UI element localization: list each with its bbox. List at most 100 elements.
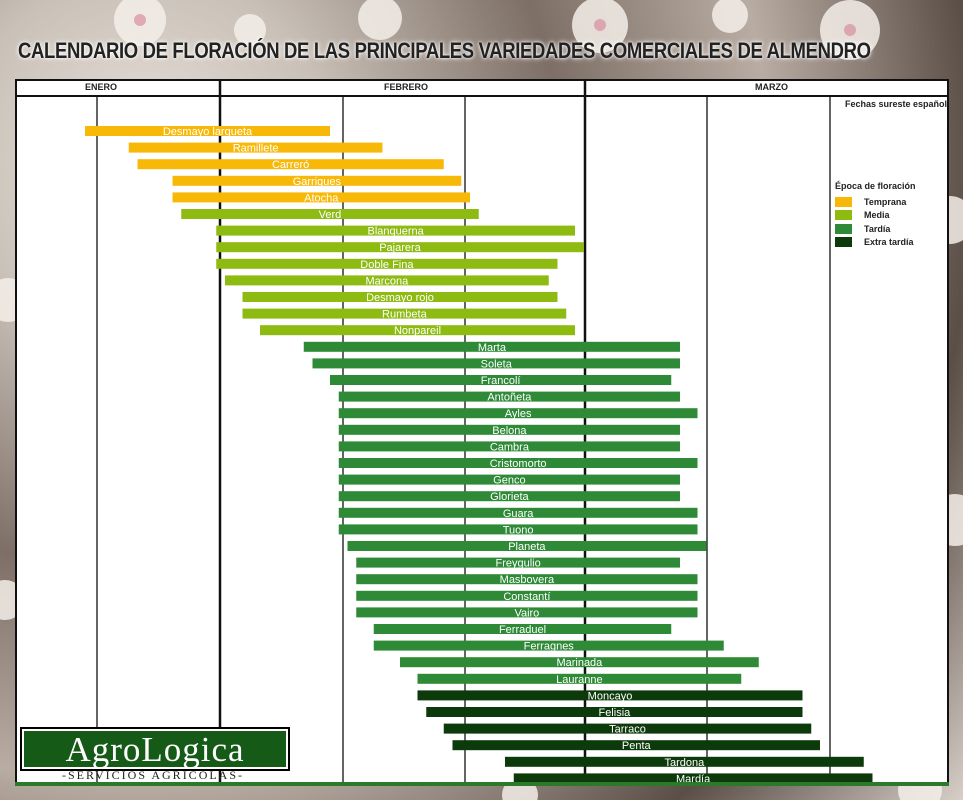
bar-tarraco: Tarraco <box>443 723 812 736</box>
bar-rect <box>85 126 330 136</box>
bar-label: Moncayo <box>588 690 633 702</box>
bar-rect <box>356 607 698 618</box>
bar-doble-fina: Doble Fina <box>216 258 558 271</box>
bar-rect <box>128 142 383 153</box>
bar-label: Cristomorto <box>490 458 547 470</box>
bar-desmayo-rojo: Desmayo rojo <box>242 292 558 304</box>
bar-rect <box>338 507 698 518</box>
bar-glorieta: Glorieta <box>338 491 680 503</box>
agrologica-logo: AgroLogica <box>20 727 290 771</box>
bar-rect <box>338 441 680 452</box>
bar-label: Ramillete <box>233 143 279 155</box>
bar-label: Marinada <box>556 657 603 669</box>
bar-vairo: Vairo <box>356 607 698 619</box>
bar-rect <box>373 624 672 634</box>
bar-rect <box>181 209 479 219</box>
bar-tardona: Tardona <box>505 756 864 769</box>
bar-rect <box>338 424 680 435</box>
legend-item-temprana: Temprana <box>835 195 947 209</box>
bar-rect <box>330 375 672 385</box>
bar-label: Carreró <box>272 159 309 171</box>
bar-marcona: Marcona <box>225 275 549 287</box>
bar-rect <box>338 408 698 419</box>
logo-subtitle: -SERVICIOS AGRICOLAS- <box>61 768 245 782</box>
legend-title: Época de floración <box>835 181 916 191</box>
bar-label: Belona <box>492 425 527 437</box>
month-label-enero: ENERO <box>85 82 118 92</box>
legend-label: Temprana <box>864 196 907 207</box>
bar-rect <box>260 325 575 336</box>
bar-rect <box>356 590 698 601</box>
bar-rect <box>338 391 680 402</box>
bar-ferragnes: Ferragnes <box>373 640 724 653</box>
bar-garrigues: Garrigues <box>172 175 462 188</box>
legend: Época de floración Temprana Media Tardía Ex… <box>835 181 947 249</box>
bar-rumbeta: Rumbeta <box>242 308 567 321</box>
bar-label: Antoñeta <box>487 392 532 404</box>
bar-mard-a: Mardía <box>513 773 873 782</box>
bar-rect <box>242 308 567 319</box>
bar-label: Nonpareil <box>394 325 441 337</box>
month-label-marzo: MARZO <box>755 82 788 92</box>
bar-verd: Verd <box>181 209 479 221</box>
bar-ramillete: Ramillete <box>128 142 383 155</box>
bar-rect <box>137 159 444 170</box>
legend-swatch <box>835 210 852 221</box>
bar-rect <box>356 574 698 585</box>
bar-rect <box>338 491 680 502</box>
legend-swatch <box>835 223 852 234</box>
bar-label: Constantí <box>503 591 550 603</box>
bar-label: Marcona <box>365 275 409 287</box>
bar-label: Marta <box>478 342 507 354</box>
bar-freygulio: Freygulio <box>356 557 680 570</box>
bar-lauranne: Lauranne <box>417 673 742 686</box>
bar-label: Ferragnes <box>524 641 575 653</box>
legend-label: Extra tardía <box>864 237 914 248</box>
bar-francol-: Francolí <box>330 375 672 387</box>
bar-rect <box>400 657 759 668</box>
bar-label: Desmayo rojo <box>366 292 434 304</box>
bar-penta: Penta <box>452 740 820 752</box>
bar-rect <box>172 192 470 203</box>
bar-label: Glorieta <box>490 491 529 503</box>
bar-cambra: Cambra <box>338 441 680 453</box>
bar-rect <box>312 358 680 369</box>
bar-label: Cambra <box>490 441 530 453</box>
month-header <box>17 81 947 97</box>
bar-label: Pajarera <box>379 242 421 254</box>
chart-panel: ENERO FEBRERO MARZO Desmayo largueta Ramill… <box>15 79 949 784</box>
bottom-accent-bar <box>15 782 949 786</box>
bar-label: Penta <box>622 740 652 752</box>
bar-rect <box>356 557 680 568</box>
bar-rect <box>347 541 707 551</box>
bar-label: Garrigues <box>293 176 342 188</box>
legend-item-tardia: Tardía <box>835 222 947 236</box>
bar-guara: Guara <box>338 507 698 520</box>
bar-rect <box>417 690 803 701</box>
bar-ferraduel: Ferraduel <box>373 624 672 636</box>
bar-planeta: Planeta <box>347 541 707 553</box>
legend-label: Tardía <box>864 223 891 234</box>
bar-marinada: Marinada <box>400 657 759 669</box>
bar-label: Atocha <box>304 192 339 204</box>
logo-text: AgroLogica <box>65 729 245 769</box>
bar-label: Desmayo largueta <box>163 126 253 138</box>
bar-label: Felisia <box>598 707 631 719</box>
bar-label: Genco <box>493 475 525 487</box>
bar-blanquerna: Blanquerna <box>216 225 575 238</box>
bar-moncayo: Moncayo <box>417 690 803 702</box>
bar-rect <box>338 524 698 535</box>
bar-rect <box>225 275 549 286</box>
bar-rect <box>373 640 724 651</box>
bar-ayles: Ayles <box>338 408 698 420</box>
bar-marta: Marta <box>303 341 680 354</box>
legend-item-media: Media <box>835 209 947 223</box>
bar-carrer-: Carreró <box>137 159 444 171</box>
legend-label: Media <box>864 210 890 221</box>
bar-label: Tuono <box>503 524 534 536</box>
legend-item-extra: Extra tardía <box>835 236 947 250</box>
bar-felisia: Felisia <box>426 707 803 719</box>
bar-label: Verd <box>319 209 342 221</box>
bar-label: Ayles <box>505 408 532 420</box>
bar-label: Blanquerna <box>367 226 424 238</box>
